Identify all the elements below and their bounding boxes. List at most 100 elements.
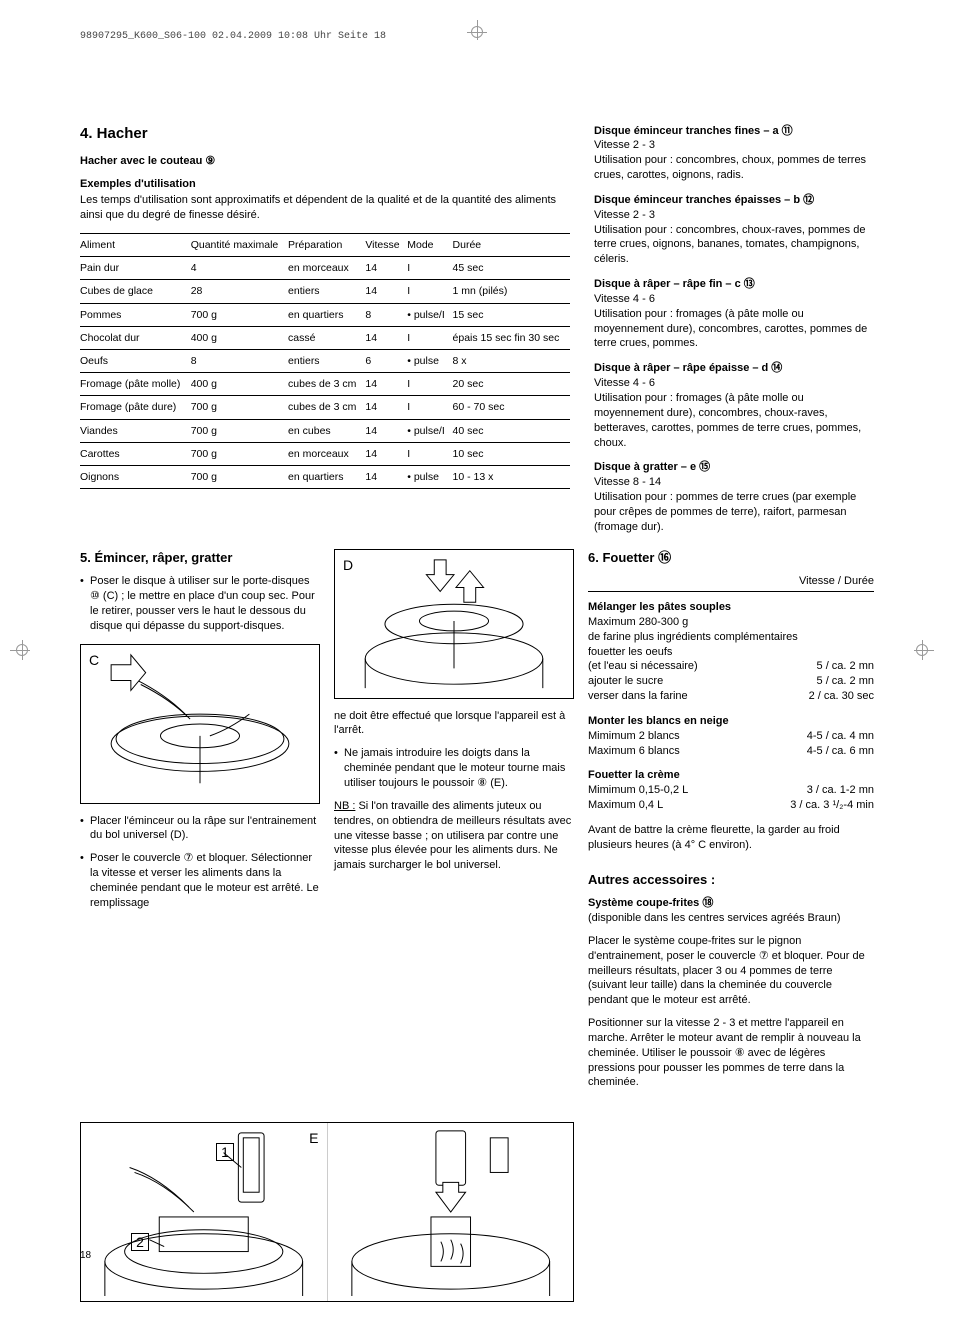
table-cell: 14: [365, 419, 407, 442]
sec5-nb: NB : Si l'on travaille des aliments jute…: [334, 799, 574, 873]
table-row: Oeufs8entiers6• pulse8 x: [80, 349, 570, 372]
sec4-ex-title: Exemples d'utilisation: [80, 177, 570, 192]
table-cell: • pulse/I: [407, 419, 452, 442]
b1r3a: verser dans la farine: [588, 689, 688, 704]
table-cell: 14: [365, 257, 407, 280]
table-cell: Pommes: [80, 303, 191, 326]
table-header: Vitesse: [365, 234, 407, 257]
table-row: Viandes700 gen cubes14• pulse/I40 sec: [80, 419, 570, 442]
table-row: Pommes700 gen quartiers8• pulse/I15 sec: [80, 303, 570, 326]
disc1-title: Disque éminceur tranches fines – a ⑪: [594, 124, 874, 139]
b3r1a: Mimimum 0,15-0,2 L: [588, 783, 688, 798]
sec5-p4: ne doit être effectué que lorsque l'appa…: [334, 709, 574, 739]
disc4-title: Disque à râper – râpe épaisse – d ⑭: [594, 361, 874, 376]
table-cell: 700 g: [191, 396, 288, 419]
disc3-title: Disque à râper – râpe fin – c ⑬: [594, 277, 874, 292]
label-d: D: [343, 556, 353, 575]
page-number: 18: [80, 1249, 91, 1263]
table-row: Cubes de glace28entiers14I1 mn (pilés): [80, 280, 570, 303]
table-cell: Pain dur: [80, 257, 191, 280]
b1r3b: 2 / ca. 30 sec: [809, 689, 874, 704]
table-cell: 6: [365, 349, 407, 372]
b2r2b: 4-5 / ca. 6 mn: [807, 744, 874, 759]
table-cell: 700 g: [191, 303, 288, 326]
table-cell: en morceaux: [288, 257, 365, 280]
section-4: 4. Hacher Hacher avec le couteau ⑨ Exemp…: [80, 124, 570, 545]
sec6-title: 6. Fouetter ⑯: [588, 549, 874, 567]
diagram-c: C: [80, 644, 320, 804]
table-row: Pain dur4en morceaux14I45 sec: [80, 257, 570, 280]
b3r1b: 3 / ca. 1-2 mn: [807, 783, 874, 798]
b1r1a: (et l'eau si nécessaire): [588, 659, 698, 674]
label-e: E: [309, 1129, 318, 1148]
table-cell: en cubes: [288, 419, 365, 442]
table-header: Quantité maximale: [191, 234, 288, 257]
table-cell: I: [407, 280, 452, 303]
b2-title: Monter les blancs en neige: [588, 714, 874, 729]
table-cell: en morceaux: [288, 442, 365, 465]
table-row: Fromage (pâte dure)700 gcubes de 3 cm14I…: [80, 396, 570, 419]
label-c: C: [89, 651, 99, 670]
sec4-sub: Hacher avec le couteau ⑨: [80, 154, 570, 169]
sec6-speed-hdr: Vitesse / Durée: [588, 574, 874, 592]
table-cell: • pulse: [407, 465, 452, 488]
b2r1a: Mimimum 2 blancs: [588, 729, 680, 744]
acc-p2: Placer le système coupe-frites sur le pi…: [588, 934, 874, 1008]
table-cell: Chocolat dur: [80, 326, 191, 349]
table-cell: 14: [365, 442, 407, 465]
table-header: Aliment: [80, 234, 191, 257]
table-cell: Fromage (pâte molle): [80, 373, 191, 396]
disc1-speed: Vitesse 2 - 3: [594, 138, 874, 153]
table-cell: cubes de 3 cm: [288, 373, 365, 396]
table-cell: cubes de 3 cm: [288, 396, 365, 419]
table-cell: Fromage (pâte dure): [80, 396, 191, 419]
b1-l3: fouetter les oeufs: [588, 645, 874, 660]
b1r2b: 5 / ca. 2 mn: [817, 674, 874, 689]
table-row: Fromage (pâte molle)400 gcubes de 3 cm14…: [80, 373, 570, 396]
sec5-col1: 5. Émincer, râper, gratter Poser le disq…: [80, 549, 320, 1099]
sec5-p3: Poser le couvercle ⑦ et bloquer. Sélecti…: [80, 851, 320, 910]
table-cell: 10 - 13 x: [453, 465, 570, 488]
disc5-use: Utilisation pour : pommes de terre crues…: [594, 490, 874, 535]
table-row: Oignons700 gen quartiers14• pulse10 - 13…: [80, 465, 570, 488]
table-cell: I: [407, 442, 452, 465]
table-cell: Viandes: [80, 419, 191, 442]
b3-title: Fouetter la crème: [588, 768, 874, 783]
table-cell: I: [407, 326, 452, 349]
table-cell: en quartiers: [288, 465, 365, 488]
acc-title: Autres accessoires :: [588, 871, 874, 889]
table-cell: Oeufs: [80, 349, 191, 372]
table-cell: Oignons: [80, 465, 191, 488]
b1r1b: 5 / ca. 2 mn: [817, 659, 874, 674]
b3-p: Avant de battre la crème fleurette, la g…: [588, 823, 874, 853]
discs-column: Disque éminceur tranches fines – a ⑪ Vit…: [594, 124, 874, 545]
table-cell: 700 g: [191, 442, 288, 465]
sec5-p5: Ne jamais introduire les doigts dans la …: [334, 746, 574, 791]
b2r1b: 4-5 / ca. 4 mn: [807, 729, 874, 744]
table-cell: 700 g: [191, 419, 288, 442]
table-cell: Carottes: [80, 442, 191, 465]
disc1-use: Utilisation pour : concombres, choux, po…: [594, 153, 874, 183]
table-cell: entiers: [288, 280, 365, 303]
table-cell: 15 sec: [453, 303, 570, 326]
acc-sub: Système coupe-frites ⑱: [588, 896, 874, 911]
sec4-intro: Les temps d'utilisation sont approximati…: [80, 193, 570, 223]
table-header: Préparation: [288, 234, 365, 257]
disc2-use: Utilisation pour : concombres, choux-rav…: [594, 223, 874, 268]
b1-title: Mélanger les pâtes souples: [588, 600, 874, 615]
sec5-col2: D ne doit être effectué que lorsque l'ap…: [334, 549, 574, 1099]
disc4-use: Utilisation pour : fromages (à pâte moll…: [594, 391, 874, 450]
table-cell: 400 g: [191, 373, 288, 396]
b1-l1: Maximum 280-300 g: [588, 615, 874, 630]
right-col: 6. Fouetter ⑯ Vitesse / Durée Mélanger l…: [588, 549, 874, 1099]
disc2-speed: Vitesse 2 - 3: [594, 208, 874, 223]
table-cell: 14: [365, 465, 407, 488]
sec4-title: 4. Hacher: [80, 124, 570, 144]
table-cell: • pulse: [407, 349, 452, 372]
table-cell: 60 - 70 sec: [453, 396, 570, 419]
disc5-speed: Vitesse 8 - 14: [594, 475, 874, 490]
table-cell: I: [407, 373, 452, 396]
disc5-title: Disque à gratter – e ⑮: [594, 460, 874, 475]
sec5-p1: Poser le disque à utiliser sur le porte-…: [80, 574, 320, 633]
table-cell: 40 sec: [453, 419, 570, 442]
